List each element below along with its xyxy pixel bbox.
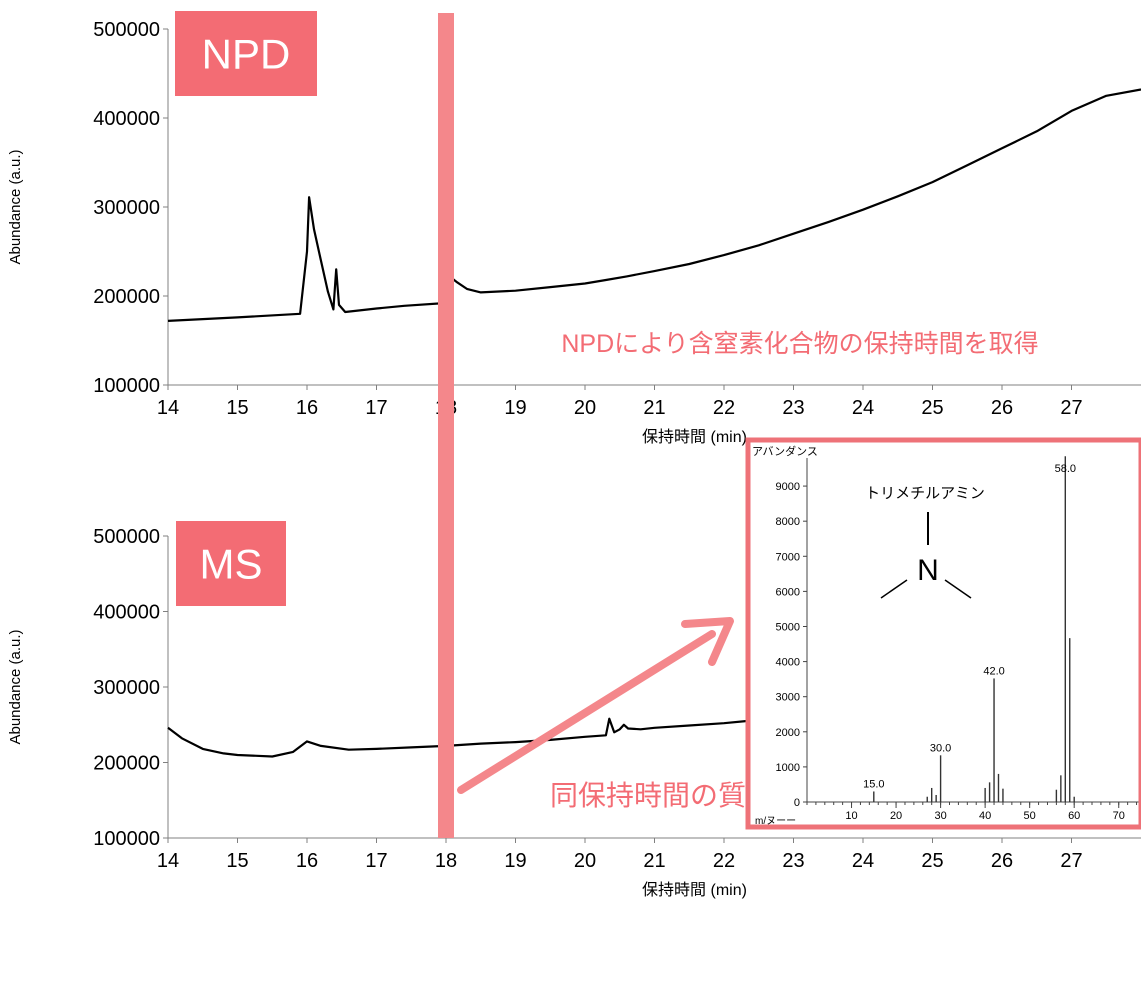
x-tick-label: 23 (782, 397, 804, 419)
y-tick-label: 500000 (93, 526, 160, 548)
spectrum-y-tick-label: 6000 (776, 586, 800, 598)
compound-name: トリメチルアミン (865, 485, 985, 502)
spectrum-y-tick-label: 4000 (776, 657, 800, 669)
spectrum-y-tick-label: 8000 (776, 516, 800, 528)
spectrum-panel-border (745, 437, 1141, 830)
x-tick-label: 17 (365, 397, 387, 419)
x-tick-label: 25 (921, 397, 943, 419)
x-tick-label: 27 (1060, 397, 1082, 419)
spectrum-peak-label: 15.0 (863, 778, 884, 790)
spectrum-panel-bg (748, 440, 1141, 827)
spectrum-x-tick-label: 10 (845, 810, 857, 822)
x-tick-label: 22 (713, 850, 735, 872)
spectrum-y-tick-label: 1000 (776, 762, 800, 774)
x-tick-label: 26 (991, 850, 1013, 872)
x-tick-label: 22 (713, 397, 735, 419)
spectrum-x-tick-label: 20 (890, 810, 902, 822)
spectrum-y-tick-label: 2000 (776, 727, 800, 739)
x-tick-label: 24 (852, 397, 874, 419)
chart-annotation: NPDにより含窒素化合物の保持時間を取得 (561, 330, 1038, 358)
spectrum-peak-label: 58.0 (1055, 463, 1076, 475)
x-tick-label: 15 (226, 850, 248, 872)
spectrum-peak-label: 42.0 (983, 665, 1004, 677)
x-tick-label: 15 (226, 397, 248, 419)
spectrum-x-title: m/ヌーー (755, 816, 796, 827)
arrow-shaft (457, 630, 716, 794)
spectrum-y-tick-label: 9000 (776, 481, 800, 493)
chromatogram-trace (167, 717, 748, 758)
y-tick-label: 300000 (93, 677, 160, 699)
x-axis-title: 保持時間 (min) (642, 881, 747, 899)
spectrum-y-tick-label: 0 (794, 797, 800, 809)
x-tick-label: 27 (1060, 850, 1082, 872)
spectrum-y-tick-label: 3000 (776, 692, 800, 704)
x-tick-label: 26 (991, 397, 1013, 419)
x-tick-label: 20 (574, 850, 596, 872)
spectrum-x-tick-label: 40 (979, 810, 991, 822)
x-tick-label: 21 (643, 397, 665, 419)
x-tick-label: 19 (504, 397, 526, 419)
detector-badge (175, 11, 317, 96)
x-tick-label: 20 (574, 397, 596, 419)
y-tick-label: 100000 (93, 828, 160, 850)
detector-badge-label: MS (200, 541, 263, 588)
y-axis-title: Abundance (a.u.) (7, 149, 24, 264)
x-axis-title: 保持時間 (min) (642, 428, 747, 446)
spectrum-y-title: アバンダンス (752, 444, 818, 458)
x-tick-label: 14 (157, 850, 179, 872)
y-tick-label: 200000 (93, 286, 160, 308)
y-tick-label: 300000 (93, 197, 160, 219)
spectrum-x-tick-label: 70 (1113, 810, 1125, 822)
spectrum-y-tick-label: 7000 (776, 551, 800, 563)
molecule-nitrogen: N (917, 554, 939, 587)
spectrum-arrow (457, 617, 734, 794)
detector-badge-label: NPD (202, 31, 291, 78)
x-tick-label: 25 (921, 850, 943, 872)
x-tick-label: 18 (435, 850, 457, 872)
x-tick-label: 17 (365, 850, 387, 872)
x-tick-label: 24 (852, 850, 874, 872)
chromatogram-trace (167, 88, 1141, 322)
spectrum-peak-label: 30.0 (930, 742, 951, 754)
npd-chart: 1000002000003000004000005000001415161718… (7, 11, 1141, 446)
spectrum-x-tick-label: 30 (934, 810, 946, 822)
y-axis-title: Abundance (a.u.) (7, 629, 24, 744)
y-tick-label: 100000 (93, 375, 160, 397)
spectrum-x-tick-label: 50 (1024, 810, 1036, 822)
molecule-bond-left (880, 579, 908, 599)
spectrum-x-tick-label: 60 (1068, 810, 1080, 822)
x-tick-label: 16 (296, 850, 318, 872)
x-tick-label: 21 (643, 850, 665, 872)
molecule-bond-right (944, 579, 972, 599)
y-tick-label: 200000 (93, 753, 160, 775)
spectrum-y-tick-label: 5000 (776, 621, 800, 633)
arrow-head (681, 617, 734, 666)
x-tick-label: 23 (782, 850, 804, 872)
detector-badge (176, 521, 286, 606)
x-tick-label: 14 (157, 397, 179, 419)
retention-time-highlight-bar (438, 13, 454, 838)
x-tick-label: 19 (504, 850, 526, 872)
y-tick-label: 500000 (93, 19, 160, 41)
y-tick-label: 400000 (93, 602, 160, 624)
y-tick-label: 400000 (93, 108, 160, 130)
mass-spectrum-inset: 0 1000 2000 3000 4000 5000 6000 7000 8000 9000 10 2… (745, 437, 1141, 830)
x-tick-label: 16 (296, 397, 318, 419)
